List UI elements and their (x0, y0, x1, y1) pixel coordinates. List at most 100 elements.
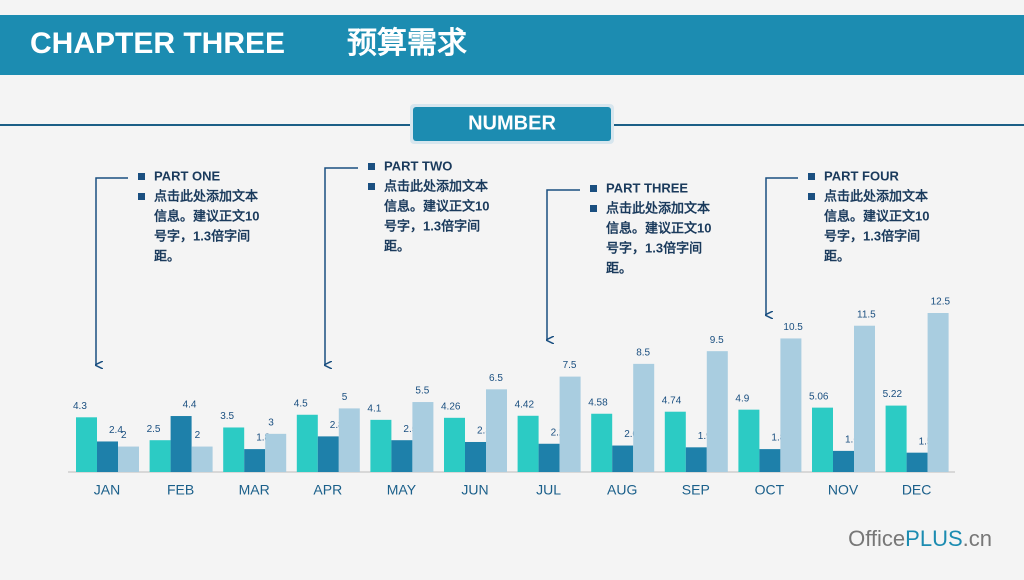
annotation-line: 信息。建议正文10 (384, 198, 489, 213)
bar (538, 443, 560, 472)
bar (906, 452, 928, 472)
value-label: 3 (268, 417, 274, 428)
x-tick-label: JUL (536, 482, 561, 498)
badge (413, 107, 611, 141)
badge-label: NUMBER (468, 112, 556, 134)
bar (97, 441, 118, 472)
value-label: 4.3 (73, 401, 87, 412)
bar (391, 440, 413, 472)
x-tick-label: JUN (461, 482, 488, 498)
bar (559, 376, 581, 472)
value-label: 5.5 (415, 386, 429, 397)
bar (833, 450, 854, 472)
header-subtitle: 预算需求 (347, 26, 467, 60)
bullet (138, 173, 145, 180)
logo-c: .cn (963, 526, 992, 551)
callout-arrow (96, 177, 128, 365)
x-tick-label: NOV (828, 482, 859, 498)
value-label: 4.26 (441, 401, 461, 412)
annotation-title: PART ONE (154, 168, 221, 183)
bar (244, 449, 266, 472)
x-tick-label: OCT (755, 482, 785, 498)
header-title: CHAPTER THREE (30, 27, 285, 60)
bullet (590, 205, 597, 212)
bar (685, 447, 707, 472)
value-label: 5.06 (809, 391, 829, 402)
annotation-line: 信息。建议正文10 (154, 208, 259, 223)
annotation-line: 号字，1.3倍字间 (154, 228, 250, 243)
bar (706, 351, 728, 472)
bar (927, 313, 949, 472)
callout-arrow (325, 167, 358, 365)
bar (76, 417, 97, 472)
annotation-line: 点击此处添加文本 (154, 188, 258, 203)
annotation-line: 点击此处添加文本 (384, 178, 488, 193)
value-label: 5.22 (883, 389, 903, 400)
value-label: 4.4 (183, 400, 197, 411)
bar (296, 414, 318, 472)
bar (317, 436, 339, 472)
annotation-line: 距。 (606, 260, 632, 275)
value-label: 5 (342, 392, 348, 403)
bar (738, 409, 760, 472)
annotation-title: PART FOUR (824, 168, 899, 183)
x-tick-label: AUG (607, 482, 637, 498)
bullet (808, 193, 815, 200)
bar (664, 411, 686, 472)
x-tick-label: APR (313, 482, 342, 498)
bar (612, 445, 634, 472)
x-tick-label: FEB (167, 482, 194, 498)
value-label: 10.5 (783, 322, 803, 333)
bullet (138, 193, 145, 200)
annotation-line: 号字，1.3倍字间 (384, 218, 480, 233)
value-label: 2.5 (403, 424, 417, 435)
x-tick-label: MAR (239, 482, 270, 498)
value-label: 4.58 (588, 397, 608, 408)
bar (170, 416, 192, 472)
value-label: 6.5 (489, 373, 503, 384)
bar (633, 363, 655, 472)
value-label: 4.9 (735, 393, 749, 404)
value-label: 8.5 (636, 348, 650, 359)
bar (370, 419, 392, 472)
bar (854, 325, 875, 472)
x-tick-label: SEP (682, 482, 710, 498)
value-label: 2 (195, 430, 201, 441)
bar (223, 427, 245, 472)
value-label: 1.8 (256, 433, 270, 444)
x-tick-label: MAY (387, 482, 417, 498)
value-label: 4.74 (662, 395, 682, 406)
annotation-line: 点击此处添加文本 (606, 200, 710, 215)
annotation-line: 距。 (824, 248, 850, 263)
logo-a: Office (848, 526, 905, 551)
bar (338, 408, 360, 472)
bar (412, 402, 434, 472)
annotation-line: 号字，1.3倍字间 (824, 228, 920, 243)
callout-arrow (766, 177, 798, 315)
value-label: 3.5 (220, 411, 234, 422)
bar (465, 441, 486, 472)
bar (759, 449, 781, 472)
bar (591, 413, 613, 472)
value-label: 2.4 (109, 425, 123, 436)
value-label: 12.5 (931, 297, 951, 308)
bar (118, 446, 139, 472)
annotation-line: 号字，1.3倍字间 (606, 240, 702, 255)
callout-arrow (547, 189, 580, 340)
logo-b: PLUS (905, 526, 962, 551)
bar (149, 440, 171, 472)
bar (780, 338, 802, 472)
header-band (0, 15, 1024, 75)
bullet (368, 163, 375, 170)
bar (486, 389, 507, 472)
annotation-line: 信息。建议正文10 (606, 220, 711, 235)
annotation-title: PART THREE (606, 180, 688, 195)
value-label: 2.5 (147, 424, 161, 435)
bar (885, 405, 907, 472)
value-label: 2 (121, 430, 127, 441)
x-tick-label: DEC (902, 482, 932, 498)
annotation-line: 点击此处添加文本 (824, 188, 928, 203)
